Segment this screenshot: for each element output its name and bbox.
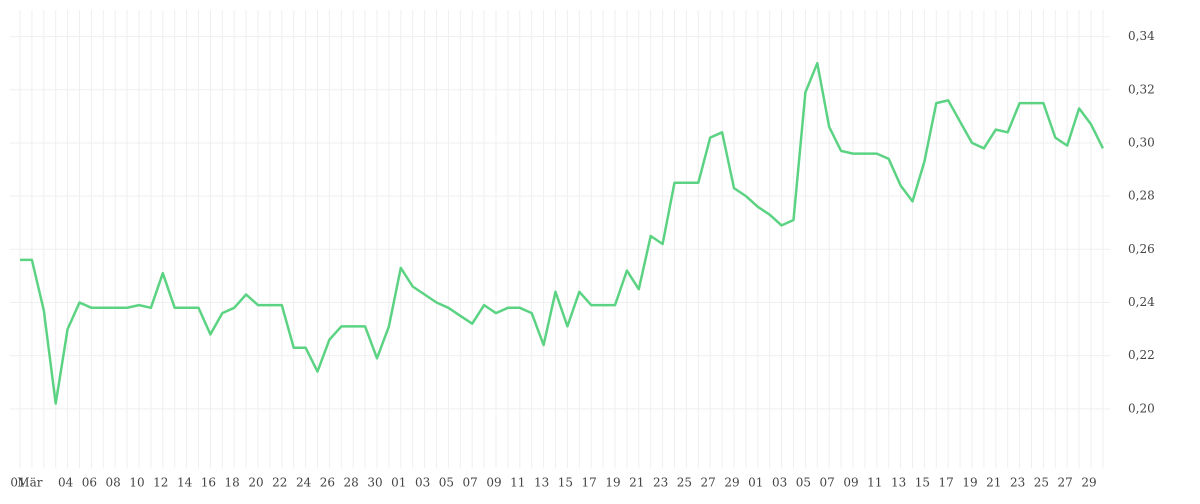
x-tick-label: 05 xyxy=(439,476,454,490)
x-tick-label: 03 xyxy=(415,476,430,490)
x-tick-label: 21 xyxy=(629,476,644,490)
x-tick-label: 07 xyxy=(820,476,835,490)
y-tick-label: 0,30 xyxy=(1128,135,1155,149)
x-tick-label: 24 xyxy=(296,476,312,490)
line xyxy=(20,61,1105,405)
x-tick-label: 28 xyxy=(344,476,359,490)
x-tick-label: 17 xyxy=(939,476,954,490)
x-tick-label: Mär xyxy=(17,476,42,490)
y-tick-label: 0,34 xyxy=(1128,29,1155,43)
x-tick-label: 27 xyxy=(701,476,716,490)
y-tick-label: 0,24 xyxy=(1128,295,1155,309)
x-tick-label: 11 xyxy=(510,476,525,490)
x-tick-label: 20 xyxy=(248,476,263,490)
x-tick-label: 27 xyxy=(1058,476,1073,490)
x-tick-label: 23 xyxy=(653,476,668,490)
x-tick-label: 15 xyxy=(558,476,573,490)
x-tick-label: 17 xyxy=(582,476,597,490)
x-tick-label: 01 xyxy=(391,476,406,490)
y-tick-label: 0,32 xyxy=(1128,82,1155,96)
x-tick-label: 03 xyxy=(772,476,787,490)
x-tick-label: 13 xyxy=(534,476,549,490)
x-tick-label: 29 xyxy=(724,476,739,490)
x-tick-label: 25 xyxy=(677,476,692,490)
x-tick-label: 15 xyxy=(915,476,930,490)
x-tick-label: 25 xyxy=(1034,476,1049,490)
y-tick-label: 0,28 xyxy=(1128,189,1155,203)
x-tick-label: 11 xyxy=(867,476,882,490)
x-tick-label: 19 xyxy=(962,476,977,490)
x-tick-label: 01 xyxy=(748,476,763,490)
x-tick-label: 09 xyxy=(843,476,858,490)
x-tick-label: 12 xyxy=(153,476,168,490)
x-tick-label: 29 xyxy=(1081,476,1096,490)
x-tick-label: 19 xyxy=(605,476,620,490)
x-tick-label: 23 xyxy=(1010,476,1025,490)
x-tick-label: 10 xyxy=(129,476,144,490)
x-tick-label: 06 xyxy=(82,476,97,490)
x-tick-label: 13 xyxy=(891,476,906,490)
x-tick-label: 22 xyxy=(272,476,287,490)
x-tick-label: 07 xyxy=(463,476,478,490)
y-tick-label: 0,20 xyxy=(1128,401,1155,415)
y-tick-label: 0,22 xyxy=(1128,348,1155,362)
x-tick-label: 18 xyxy=(225,476,240,490)
x-tick-label: 04 xyxy=(58,476,74,490)
x-tick-label: 09 xyxy=(486,476,501,490)
x-tick-label: 05 xyxy=(796,476,811,490)
x-tick-label: 01 xyxy=(10,476,25,490)
x-tick-label: 16 xyxy=(201,476,216,490)
x-tick-label: 08 xyxy=(106,476,121,490)
x-tick-label: 14 xyxy=(177,476,193,490)
y-tick-label: 0,26 xyxy=(1128,242,1155,256)
x-tick-label: 21 xyxy=(986,476,1001,490)
x-tick-label: 30 xyxy=(367,476,382,490)
x-tick-label: 26 xyxy=(320,476,335,490)
